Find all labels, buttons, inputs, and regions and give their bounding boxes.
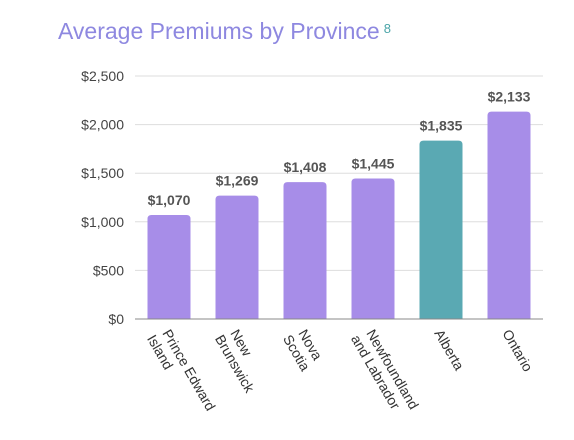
x-axis: Prince EdwardIsland NewBrunswick NovaScoti…	[135, 318, 543, 421]
y-tick-label: $0	[108, 311, 124, 327]
chart-title: Average Premiums by Province	[58, 18, 380, 44]
data-label: $1,070	[148, 192, 191, 208]
x-tick-label: Newfoundlandand Labrador	[348, 324, 422, 420]
data-label: $2,133	[488, 89, 531, 105]
y-tick-label: $2,000	[81, 117, 124, 133]
data-label: $1,445	[352, 156, 395, 172]
x-tick-label: NewBrunswick	[212, 324, 272, 396]
x-tick-label-line: Ontario	[499, 327, 536, 375]
data-label: $1,835	[420, 118, 463, 134]
bar[interactable]	[351, 178, 395, 319]
bar[interactable]	[419, 140, 463, 319]
y-tick-label: $1,000	[81, 214, 124, 230]
y-tick-label: $2,500	[81, 68, 124, 84]
y-tick-label: $500	[93, 262, 124, 278]
gridlines	[135, 75, 543, 271]
y-axis: $0 $500 $1,000 $1,500 $2,000 $2,500	[81, 68, 124, 327]
data-label: $1,408	[284, 159, 327, 175]
bar[interactable]	[487, 111, 531, 320]
y-tick-label: $1,500	[81, 165, 124, 181]
bars	[147, 111, 531, 320]
title-footnote-marker[interactable]: 8	[383, 20, 391, 36]
x-tick-label: Alberta	[431, 327, 467, 374]
x-tick-label: Ontario	[499, 327, 536, 375]
chart-title-wrap: Average Premiums by Province 8	[58, 18, 391, 45]
x-tick-label: Prince EdwardIsland	[144, 324, 219, 421]
bar[interactable]	[215, 195, 259, 319]
x-tick-label-line: Prince Edward	[159, 327, 218, 414]
x-tick-label: NovaScotia	[280, 324, 327, 374]
bar[interactable]	[283, 182, 327, 319]
bar[interactable]	[147, 214, 191, 319]
x-tick-label-line: Alberta	[431, 327, 467, 374]
data-labels: $1,070 $1,269 $1,408 $1,445 $1,835 $2,133	[148, 89, 531, 208]
data-label: $1,269	[216, 173, 259, 189]
